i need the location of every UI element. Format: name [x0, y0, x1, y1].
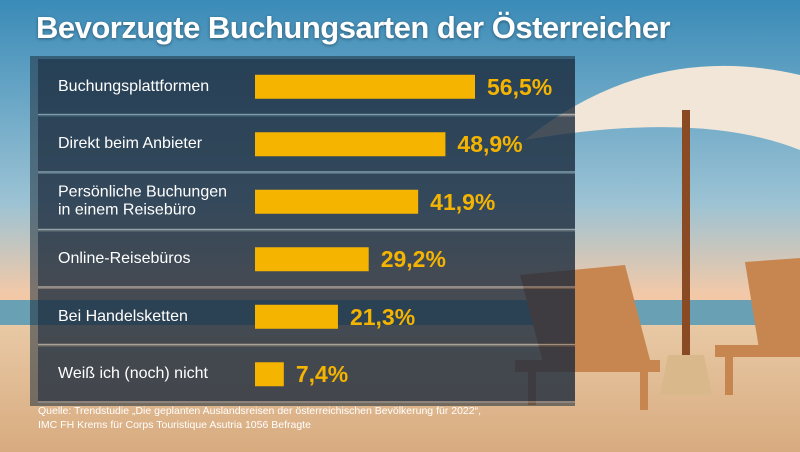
- value-label: 7,4%: [295, 361, 349, 388]
- value-label: 41,9%: [430, 188, 496, 215]
- category-label: Persönliche Buchungen in einem Reisebüro: [58, 183, 228, 219]
- bar: [255, 304, 338, 329]
- source-note: Quelle: Trendstudie „Die geplanten Ausla…: [38, 405, 482, 431]
- umbrella: [525, 65, 800, 395]
- category-label: Online-Reisebüros: [58, 250, 191, 268]
- bar: [255, 362, 284, 387]
- category-label: Direkt beim Anbieter: [58, 135, 203, 153]
- bar: [255, 247, 369, 272]
- category-label: Bei Handelsketten: [58, 307, 188, 325]
- chart-title: Bevorzugte Buchungsarten der Österreiche…: [36, 10, 671, 45]
- category-label: Buchungsplattformen: [58, 77, 210, 95]
- value-label: 29,2%: [380, 246, 446, 273]
- category-label: Weiß ich (noch) nicht: [58, 365, 208, 383]
- value-label: 56,5%: [487, 73, 553, 100]
- bar: [255, 74, 476, 99]
- bar: [255, 189, 419, 214]
- bar: [255, 132, 446, 157]
- value-label: 48,9%: [457, 131, 523, 158]
- value-label: 21,3%: [349, 303, 416, 330]
- row-band: [38, 346, 575, 401]
